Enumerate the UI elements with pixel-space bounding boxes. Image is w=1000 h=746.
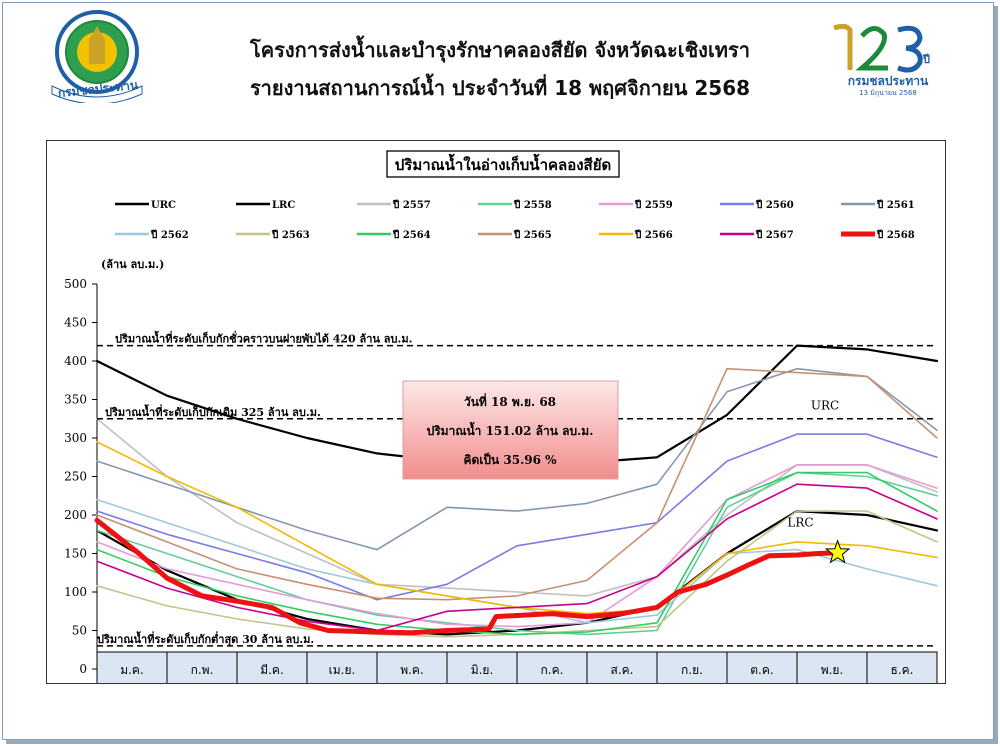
y-tick-label: 250 bbox=[64, 470, 87, 484]
annotation-box bbox=[402, 380, 619, 480]
current-value-star-icon bbox=[824, 539, 851, 564]
report-title-line1: โครงการส่งน้ำและบำรุงรักษาคลองสียัด จังห… bbox=[250, 38, 750, 62]
rid-seal-logo bbox=[51, 10, 143, 103]
y-tick-label: 150 bbox=[64, 547, 87, 561]
reference-line-label: ปริมาณน้ำที่ระดับเก็บกักต่ำสุด 30 ล้าน ล… bbox=[97, 631, 314, 647]
annotation-line2: ปริมาณน้ำ 151.02 ล้าน ลบ.ม. bbox=[427, 421, 594, 438]
month-box bbox=[446, 651, 518, 687]
anniversary-logo: ปี กรมชลประทาน 13 มิถุนายน 2568 bbox=[828, 20, 948, 100]
water-volume-chart: ปริมาณน้ำในอ่างเก็บน้ำคลองสียัด URC LRC ปี … bbox=[64, 150, 939, 687]
legend-label: ปี 2559 bbox=[634, 199, 672, 211]
annotation-line1: วันที่ 18 พ.ย. 68 bbox=[464, 393, 556, 409]
legend-label: ปี 2566 bbox=[634, 229, 672, 241]
month-box bbox=[236, 651, 308, 687]
chart-title: ปริมาณน้ำในอ่างเก็บน้ำคลองสียัด bbox=[395, 153, 611, 174]
legend-label: ปี 2565 bbox=[513, 229, 551, 241]
y-tick-label: 0 bbox=[79, 662, 87, 676]
month-box bbox=[516, 651, 588, 687]
series-line bbox=[94, 517, 841, 636]
series-line bbox=[96, 464, 938, 628]
annotation-line3: คิดเป็น 35.96 % bbox=[463, 452, 557, 467]
legend-label: URC bbox=[151, 200, 176, 211]
month-box bbox=[866, 651, 938, 687]
series-line bbox=[96, 367, 938, 601]
legend-label: ปี 2557 bbox=[392, 199, 430, 211]
x-tick-label: ก.ย. bbox=[681, 663, 703, 677]
report-title-line2: รายงานสถานการณ์น้ำ ประจำวันที่ 18 พฤศจิก… bbox=[249, 76, 751, 100]
x-tick-label: ส.ค. bbox=[611, 663, 634, 677]
y-axis-label: (ล้าน ลบ.ม.) bbox=[101, 258, 164, 271]
y-tick-label: 500 bbox=[64, 277, 87, 291]
x-tick-label: ก.ค. bbox=[541, 663, 564, 677]
legend-label: LRC bbox=[272, 200, 295, 211]
legend-label: ปี 2561 bbox=[876, 199, 914, 211]
x-tick-label: มี.ค. bbox=[260, 663, 284, 677]
logo-right-suffix: ปี bbox=[923, 53, 930, 66]
legend-label: ปี 2560 bbox=[755, 199, 793, 211]
legend-label: ปี 2562 bbox=[150, 229, 188, 241]
y-tick-label: 450 bbox=[64, 316, 87, 330]
month-box bbox=[96, 651, 168, 687]
anniversary-123-icon bbox=[833, 23, 923, 73]
chart-container: ปริมาณน้ำในอ่างเก็บน้ำคลองสียัด URC LRC ปี … bbox=[46, 140, 946, 687]
x-tick-label: เม.ย. bbox=[329, 663, 356, 677]
urc-curve-label: URC bbox=[811, 399, 839, 413]
chart-title-box bbox=[386, 150, 620, 178]
y-tick-label: 400 bbox=[64, 354, 87, 368]
legend-label: ปี 2568 bbox=[876, 229, 914, 241]
x-tick-label: มิ.ย. bbox=[471, 663, 494, 677]
month-box bbox=[166, 651, 238, 687]
legend-label: ปี 2563 bbox=[271, 229, 309, 241]
y-tick-label: 50 bbox=[72, 624, 87, 638]
y-tick-label: 350 bbox=[64, 393, 87, 407]
x-tick-label: ก.พ. bbox=[191, 663, 214, 677]
legend-label: ปี 2558 bbox=[513, 199, 551, 211]
series-line bbox=[96, 471, 938, 636]
reference-line-label: ปริมาณน้ำที่ระดับเก็บกักชั่วคราวบนฝายพับ… bbox=[115, 331, 412, 346]
x-tick-label: พ.ย. bbox=[821, 663, 844, 677]
x-tick-label: ม.ค. bbox=[120, 663, 144, 677]
series-line bbox=[96, 433, 938, 601]
logo-right-date: 13 มิถุนายน 2568 bbox=[859, 89, 917, 97]
series-line bbox=[96, 483, 938, 632]
y-tick-label: 200 bbox=[64, 508, 87, 522]
x-tick-label: พ.ค. bbox=[400, 663, 424, 677]
legend-label: ปี 2564 bbox=[392, 229, 430, 241]
logo-right-caption: กรมชลประทาน bbox=[847, 74, 929, 88]
y-tick-label: 300 bbox=[64, 431, 87, 445]
x-tick-label: ธ.ค. bbox=[891, 663, 914, 677]
y-tick-label: 100 bbox=[64, 585, 87, 599]
legend-label: ปี 2567 bbox=[755, 229, 793, 241]
lrc-curve-label: LRC bbox=[787, 516, 813, 530]
x-tick-label: ต.ค. bbox=[750, 663, 773, 677]
reference-line-label: ปริมาณน้ำที่ระดับเก็บกักเดิม 325 ล้าน ลบ… bbox=[105, 404, 321, 419]
